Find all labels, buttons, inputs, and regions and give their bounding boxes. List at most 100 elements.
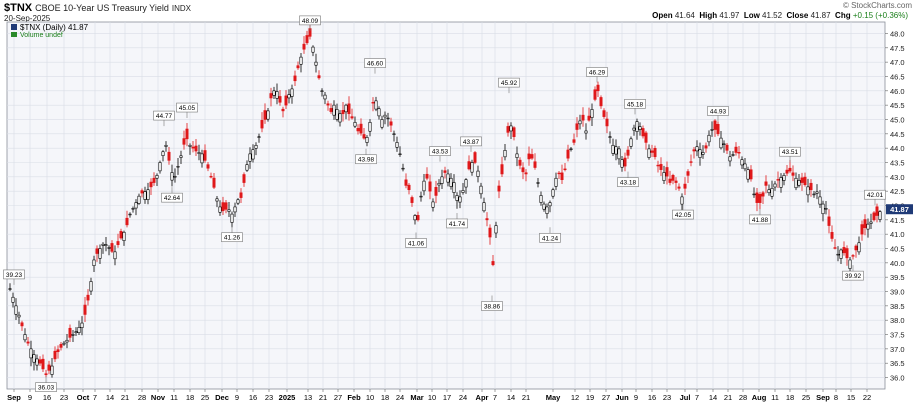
- price-annotation: 43.51: [779, 146, 801, 163]
- candle: [461, 182, 465, 195]
- candle-body: [212, 177, 216, 188]
- y-tick-label: 42.5: [890, 187, 905, 196]
- candle: [8, 283, 12, 292]
- candle: [128, 212, 132, 218]
- candle: [818, 190, 822, 209]
- candle: [806, 178, 810, 203]
- x-tick-label: 15: [847, 393, 855, 402]
- candle-body: [461, 190, 465, 193]
- y-tick-label: 45.0: [890, 115, 905, 124]
- y-tick-label: 41.5: [890, 216, 905, 225]
- candle: [101, 242, 105, 254]
- candle-body: [389, 121, 393, 126]
- candle: [674, 177, 678, 191]
- candle-body: [818, 196, 822, 205]
- candle: [719, 131, 723, 150]
- candle: [131, 206, 135, 213]
- candle-body: [530, 154, 534, 159]
- candle: [269, 87, 273, 107]
- candle-body: [26, 341, 30, 344]
- annotation-box: [707, 106, 729, 116]
- y-tick-label: 43.0: [890, 173, 905, 182]
- candle: [170, 164, 174, 187]
- candle: [296, 61, 300, 70]
- price-annotation: 41.26: [221, 226, 243, 243]
- chart-symbol: $TNX CBOE 10-Year US Treasury Yield INDX: [4, 2, 191, 14]
- candle-body: [68, 327, 72, 338]
- candle: [431, 198, 435, 212]
- candle-body: [221, 202, 225, 212]
- candle: [344, 103, 348, 120]
- annotation-box: [672, 209, 694, 220]
- x-tick-label: Feb: [347, 393, 361, 402]
- candle: [59, 341, 63, 351]
- candle-body: [569, 148, 573, 150]
- candle: [26, 336, 30, 346]
- x-tick-label: 11: [170, 393, 178, 402]
- candle: [524, 169, 528, 182]
- candle-body: [227, 209, 231, 212]
- candle: [557, 171, 561, 180]
- candle: [599, 95, 603, 109]
- annotation-box: [842, 270, 864, 281]
- candle: [68, 324, 72, 342]
- candle: [224, 199, 228, 214]
- candle-body: [767, 189, 771, 194]
- candle-body: [635, 121, 639, 132]
- candle-body: [551, 189, 555, 197]
- candle: [371, 97, 375, 112]
- candle: [758, 192, 762, 210]
- y-tick-label: 46.0: [890, 87, 905, 96]
- candle-body: [230, 213, 234, 223]
- candle: [641, 125, 645, 139]
- candle: [182, 130, 186, 150]
- candle-body: [8, 288, 12, 290]
- candle-body: [239, 192, 243, 198]
- price-annotation: 41.24: [539, 227, 561, 243]
- candle-body: [671, 175, 675, 181]
- candle: [722, 140, 726, 153]
- y-tick-label: 44.5: [890, 130, 905, 139]
- candle: [800, 172, 804, 191]
- x-tick-label: 24: [459, 393, 467, 402]
- candle: [836, 246, 840, 262]
- candle-body: [422, 180, 426, 192]
- candle: [368, 119, 372, 137]
- candle-body: [374, 100, 378, 110]
- candle: [725, 143, 729, 155]
- candle: [209, 172, 213, 179]
- candle: [521, 162, 525, 180]
- x-tick-label: 21: [522, 393, 530, 402]
- candle-body: [242, 174, 246, 183]
- candle: [860, 220, 864, 241]
- y-tick-label: 37.5: [890, 331, 905, 340]
- x-tick-label: 10: [366, 393, 374, 402]
- candle-body: [857, 242, 861, 253]
- price-annotation: 43.98: [355, 148, 377, 165]
- annotation-box: [779, 146, 801, 157]
- candle-body: [650, 150, 654, 153]
- annotation-box: [221, 232, 243, 243]
- candle-body: [839, 249, 843, 259]
- candle-body: [815, 191, 819, 194]
- annotation-text: 36.03: [38, 385, 55, 392]
- candle: [551, 187, 555, 199]
- candle-body: [482, 202, 486, 212]
- candle-body: [431, 201, 435, 208]
- annotation-box: [481, 301, 503, 311]
- candle-body: [86, 294, 90, 301]
- candle-body: [386, 117, 390, 120]
- candle: [323, 91, 327, 105]
- candle: [410, 195, 414, 207]
- x-tick-label: 16: [249, 393, 257, 402]
- candle: [398, 146, 402, 157]
- candle-body: [23, 334, 27, 341]
- candle: [200, 149, 204, 168]
- candle-body: [617, 148, 621, 160]
- candle-body: [755, 192, 759, 203]
- price-annotation: 43.87: [460, 136, 482, 152]
- candle-body: [842, 247, 846, 254]
- annotation-text: 41.24: [542, 235, 559, 242]
- candle-body: [137, 195, 141, 204]
- candle: [710, 121, 714, 137]
